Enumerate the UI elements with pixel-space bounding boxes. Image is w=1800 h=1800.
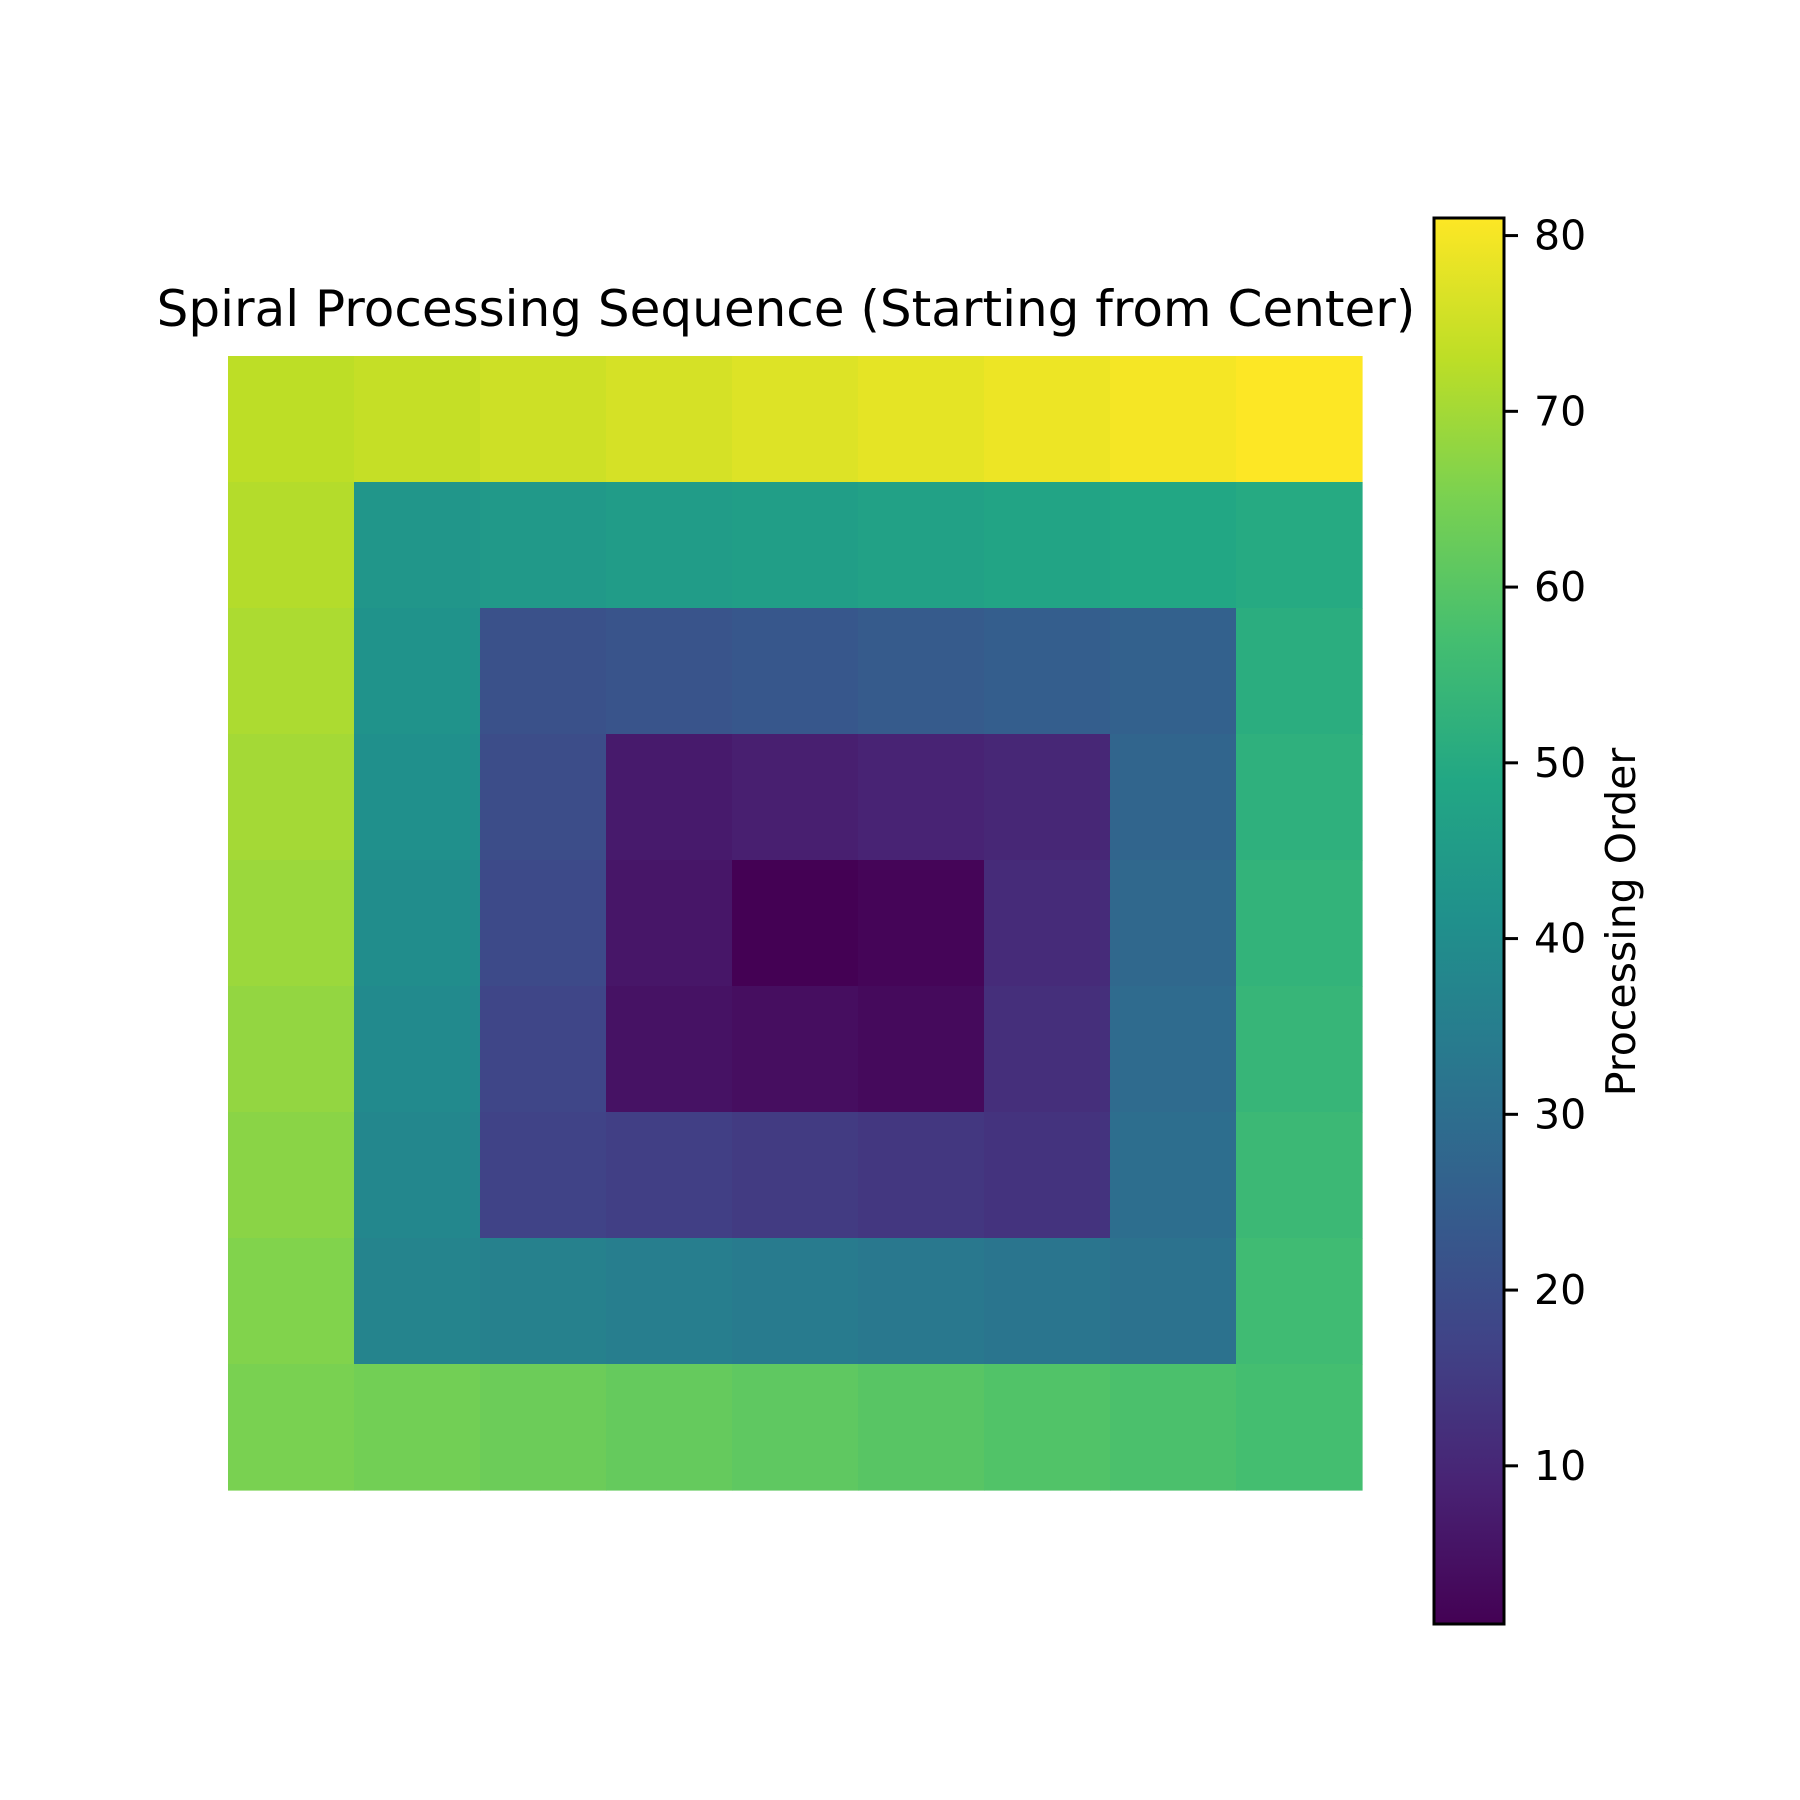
- heatmap-cell: [732, 608, 859, 735]
- heatmap-cell: [354, 1238, 481, 1365]
- heatmap-cell: [606, 734, 733, 861]
- heatmap-cell: [984, 482, 1111, 609]
- heatmap-cell: [480, 1238, 607, 1365]
- heatmap-cell: [1236, 356, 1363, 483]
- heatmap-cell: [354, 356, 481, 483]
- heatmap-cell: [732, 860, 859, 987]
- heatmap-cell: [480, 608, 607, 735]
- heatmap-cell: [480, 356, 607, 483]
- heatmap-cell: [228, 734, 355, 861]
- colorbar-tick-label: 80: [1534, 212, 1586, 260]
- chart-title: Spiral Processing Sequence (Starting fro…: [157, 280, 1416, 338]
- heatmap-cell: [1236, 1364, 1363, 1491]
- heatmap-cell: [480, 1364, 607, 1491]
- colorbar-label: Processing Order: [1597, 748, 1645, 1097]
- heatmap-cell: [1110, 860, 1237, 987]
- colorbar-tick-label: 50: [1534, 739, 1586, 787]
- heatmap-cell: [858, 1112, 985, 1239]
- heatmap-cell: [1110, 986, 1237, 1113]
- colorbar-tick-label: 20: [1534, 1266, 1586, 1314]
- heatmap-cell: [228, 482, 355, 609]
- heatmap-cell: [858, 356, 985, 483]
- heatmap-cell: [858, 860, 985, 987]
- heatmap-cell: [1236, 608, 1363, 735]
- heatmap-cell: [1110, 734, 1237, 861]
- colorbar: [1432, 216, 1506, 1626]
- heatmap-cell: [984, 356, 1111, 483]
- heatmap-cell: [1236, 986, 1363, 1113]
- heatmap-cell: [228, 356, 355, 483]
- heatmap-cell: [228, 860, 355, 987]
- heatmap-cell: [480, 482, 607, 609]
- heatmap-cell: [732, 1112, 859, 1239]
- heatmap-cell: [606, 860, 733, 987]
- heatmap-cell: [984, 608, 1111, 735]
- heatmap-cell: [480, 860, 607, 987]
- heatmap-cell: [858, 986, 985, 1113]
- heatmap-cell: [1110, 608, 1237, 735]
- heatmap-cell: [858, 734, 985, 861]
- heatmap-cell: [1236, 1112, 1363, 1239]
- heatmap-cell: [984, 1364, 1111, 1491]
- heatmap-cell: [732, 1364, 859, 1491]
- heatmap-cell: [228, 1364, 355, 1491]
- heatmap-cell: [354, 1112, 481, 1239]
- colorbar-tick-label: 60: [1534, 563, 1586, 611]
- heatmap-cell: [354, 482, 481, 609]
- heatmap-cell: [984, 1238, 1111, 1365]
- heatmap-cell: [606, 608, 733, 735]
- heatmap-cell: [732, 734, 859, 861]
- heatmap-cell: [480, 986, 607, 1113]
- colorbar-tick-label: 30: [1534, 1090, 1586, 1138]
- heatmap-cell: [984, 734, 1111, 861]
- heatmap-cell: [732, 1238, 859, 1365]
- heatmap-cell: [606, 1238, 733, 1365]
- heatmap-cell: [354, 608, 481, 735]
- heatmap-cell: [606, 986, 733, 1113]
- heatmap-cell: [1110, 1238, 1237, 1365]
- heatmap-cell: [1236, 482, 1363, 609]
- heatmap-cell: [606, 1364, 733, 1491]
- heatmap-cell: [858, 482, 985, 609]
- heatmap-cell: [858, 1238, 985, 1365]
- heatmap-cell: [606, 1112, 733, 1239]
- colorbar-ticks: 10 20 30 40 50 60 70 80: [1504, 212, 1586, 1490]
- heatmap-cell: [228, 1112, 355, 1239]
- heatmap-cell: [480, 734, 607, 861]
- heatmap-cell: [228, 1238, 355, 1365]
- heatmap-cell: [354, 986, 481, 1113]
- heatmap-cell: [984, 860, 1111, 987]
- heatmap-cell: [606, 356, 733, 483]
- heatmap-cell: [228, 608, 355, 735]
- heatmap-cell: [606, 482, 733, 609]
- heatmap-cell: [1110, 1364, 1237, 1491]
- heatmap-cell: [1236, 860, 1363, 987]
- heatmap-cell: [732, 356, 859, 483]
- heatmap-cell: [858, 1364, 985, 1491]
- heatmap-cell: [1236, 1238, 1363, 1365]
- heatmap-cell: [354, 734, 481, 861]
- colorbar-tick-label: 70: [1534, 387, 1586, 435]
- heatmap-cell: [228, 986, 355, 1113]
- heatmap-cell: [1110, 482, 1237, 609]
- heatmap-cell: [1236, 734, 1363, 861]
- heatmap-cell: [480, 1112, 607, 1239]
- heatmap-cell: [732, 482, 859, 609]
- heatmap-cell: [732, 986, 859, 1113]
- heatmap-cell: [1110, 356, 1237, 483]
- heatmap-cell: [984, 1112, 1111, 1239]
- colorbar-tick-label: 40: [1534, 915, 1586, 963]
- colorbar-tick-label: 10: [1534, 1442, 1586, 1490]
- heatmap-cell: [858, 608, 985, 735]
- heatmap-cell: [354, 1364, 481, 1491]
- heatmap-cell: [354, 860, 481, 987]
- heatmap-cells: [228, 356, 1363, 1491]
- heatmap-cell: [984, 986, 1111, 1113]
- heatmap-cell: [1110, 1112, 1237, 1239]
